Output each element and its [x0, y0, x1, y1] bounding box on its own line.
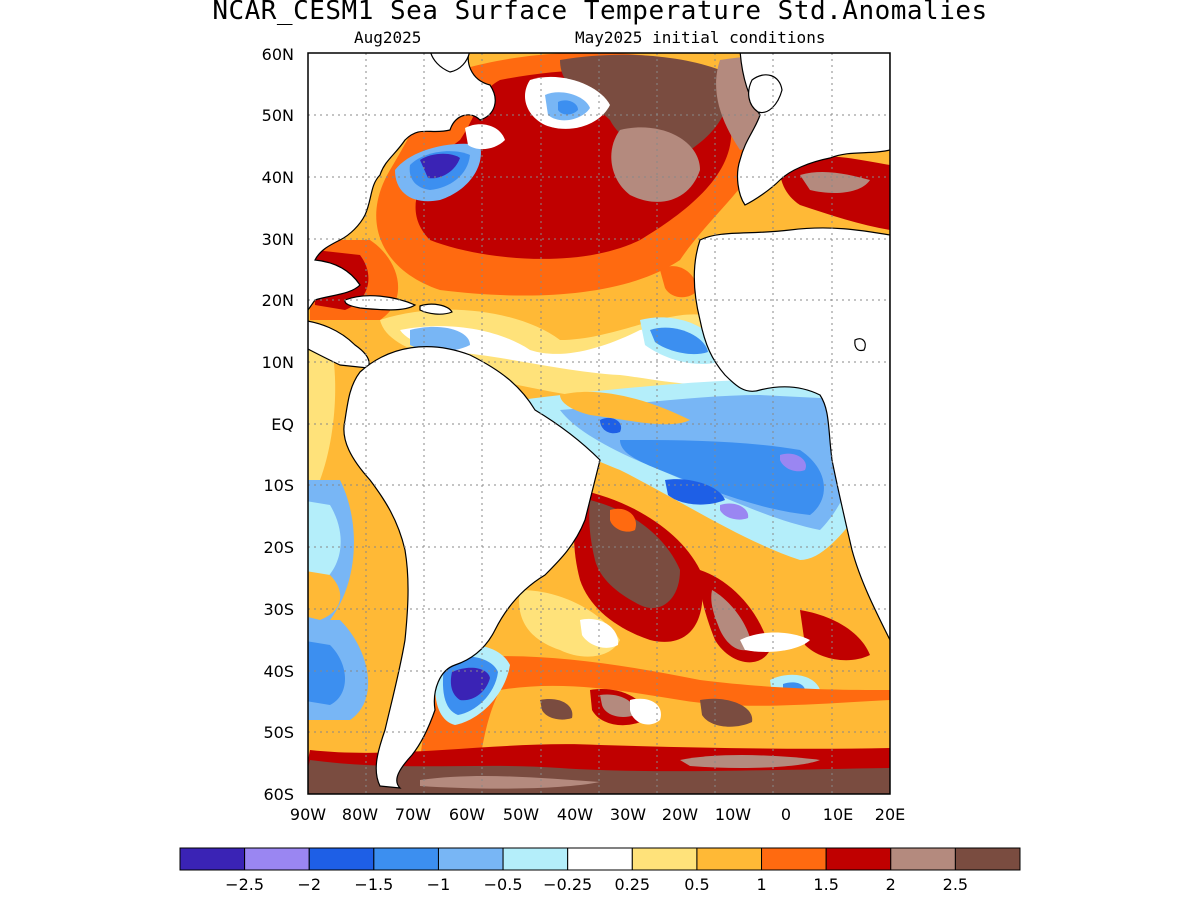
graticule: [308, 53, 890, 794]
lat-label: 20N: [262, 291, 294, 310]
colorbar-tick-label: 1.5: [813, 875, 838, 894]
colorbar-swatch: [631, 847, 698, 871]
land-masses: [308, 53, 890, 789]
lon-label: 80W: [342, 805, 378, 824]
colorbar-swatch: [244, 847, 310, 871]
colorbar-swatch: [825, 847, 892, 871]
lat-label: 40N: [262, 168, 294, 187]
chart-title: NCAR_CESM1 Sea Surface Temperature Std.A…: [212, 0, 988, 26]
colorbar-swatch: [308, 847, 375, 871]
lon-labels: 90W 80W 70W 60W 50W 40W 30W 20W 10W 0 10…: [290, 805, 905, 824]
lat-label: 50S: [263, 723, 294, 742]
lat-label: 60S: [263, 785, 294, 804]
lat-label: 30S: [263, 600, 294, 619]
colorbar-tick-label: 0.25: [614, 875, 650, 894]
lat-label: 20S: [263, 538, 294, 557]
colorbar-tick-label: 1: [756, 875, 766, 894]
initial-conditions-label: May2025 initial conditions: [575, 28, 826, 47]
colorbar-swatch: [179, 847, 246, 871]
colorbar-labels: −2.5 −2 −1.5 −1 −0.5 −0.25 0.25 0.5 1 1.5 2 2.5: [225, 875, 968, 894]
colorbar-tick-label: −0.25: [543, 875, 592, 894]
lon-label: 0: [781, 805, 791, 824]
colorbar-swatch: [567, 847, 633, 871]
colorbar-swatch: [890, 847, 956, 871]
colorbar-tick-label: 2: [886, 875, 896, 894]
lon-label: 30W: [610, 805, 646, 824]
map-frame: [307, 52, 891, 795]
lat-label: 10N: [262, 353, 294, 372]
lon-label: 20E: [875, 805, 905, 824]
lon-label: 20W: [662, 805, 698, 824]
colorbar-swatch: [373, 847, 439, 871]
lon-label: 70W: [395, 805, 431, 824]
colorbar-tick-label: 0.5: [684, 875, 709, 894]
colorbar-swatch: [502, 847, 569, 871]
lon-label: 50W: [503, 805, 539, 824]
lat-label: 10S: [263, 476, 294, 495]
colorbar-swatch: [437, 847, 504, 871]
lon-label: 40W: [557, 805, 593, 824]
colorbar-swatch: [761, 847, 827, 871]
colorbar-tick-label: −2: [297, 875, 321, 894]
colorbar-tick-label: −1: [427, 875, 451, 894]
lon-label: 60W: [449, 805, 485, 824]
anomaly-field: [308, 53, 890, 794]
colorbar-tick-label: −1.5: [354, 875, 393, 894]
forecast-month: Aug2025: [354, 28, 422, 47]
lon-label: 10W: [715, 805, 751, 824]
lat-label: 40S: [263, 662, 294, 681]
lon-label: 90W: [290, 805, 326, 824]
lat-label: EQ: [271, 415, 294, 434]
colorbar-tick-label: −0.5: [484, 875, 523, 894]
lat-label: 50N: [262, 106, 294, 125]
colorbar-tick-label: −2.5: [225, 875, 264, 894]
lat-label: 60N: [262, 45, 294, 64]
colorbar-tick-label: 2.5: [943, 875, 968, 894]
lon-label: 10E: [823, 805, 853, 824]
lat-label: 30N: [262, 230, 294, 249]
colorbar: [179, 847, 1021, 871]
colorbar-swatch: [696, 847, 763, 871]
colorbar-swatch: [954, 847, 1021, 871]
lat-labels: 60N 50N 40N 30N 20N 10N EQ 10S 20S 30S 4…: [262, 45, 294, 804]
